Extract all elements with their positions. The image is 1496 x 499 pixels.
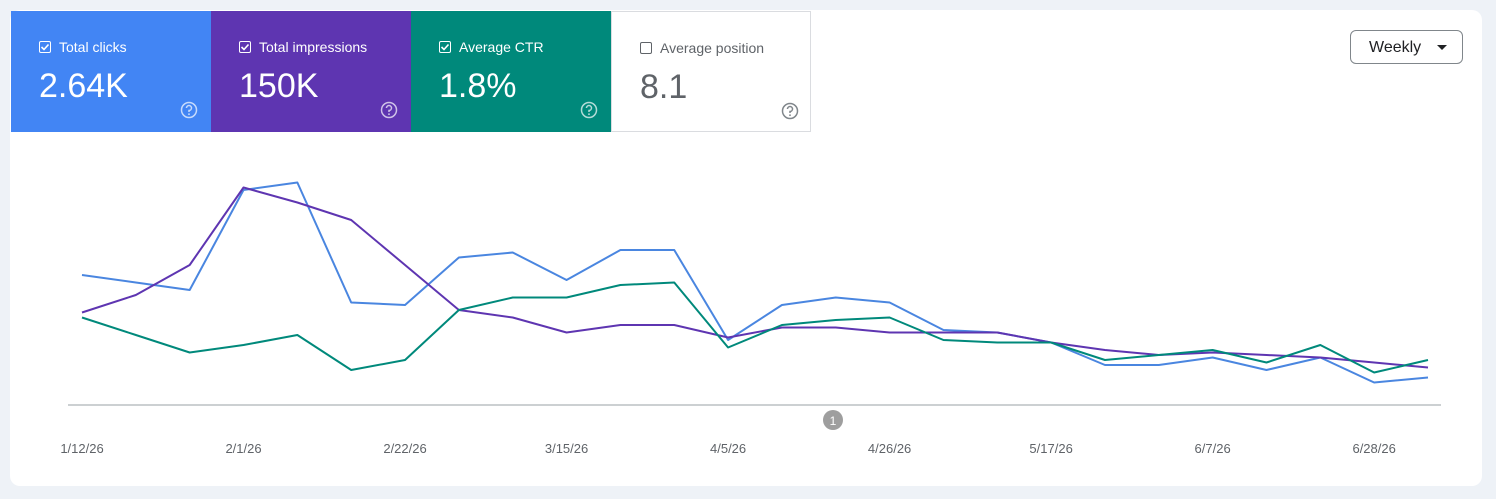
series-line xyxy=(81,181,1429,384)
checkbox[interactable] xyxy=(439,41,451,53)
checkmark xyxy=(240,43,250,51)
metric-label: Total impressions xyxy=(259,39,368,55)
help-glyph xyxy=(380,101,398,119)
metric-value: 8.1 xyxy=(640,68,688,106)
metric-label: Average position xyxy=(660,40,765,56)
x-tick-label: 3/15/26 xyxy=(545,441,588,456)
metric-value: 2.64K xyxy=(39,67,128,105)
checkbox[interactable] xyxy=(239,41,251,53)
period-label[interactable]: Weekly xyxy=(1369,39,1422,56)
metric-label: Total clicks xyxy=(59,39,127,55)
help-icon[interactable] xyxy=(180,101,198,124)
metric-value: 1.8% xyxy=(439,67,517,105)
help-glyph xyxy=(781,102,799,120)
checkmark xyxy=(440,43,450,51)
metric-card[interactable]: Average CTR 1.8% xyxy=(411,11,611,132)
x-tick-label: 2/1/26 xyxy=(225,441,261,456)
checkbox[interactable] xyxy=(640,42,652,54)
checkbox[interactable] xyxy=(39,41,51,53)
metric-card[interactable]: Total clicks 2.64K xyxy=(11,11,211,132)
metric-card[interactable]: Average position 8.1 xyxy=(611,11,811,132)
period-dropdown[interactable]: Weekly xyxy=(1350,30,1463,64)
x-tick-label: 2/22/26 xyxy=(383,441,426,456)
metric-value: 150K xyxy=(239,67,319,105)
series-line xyxy=(81,281,1429,374)
metric-card[interactable]: Total impressions 150K xyxy=(211,11,411,132)
metric-label: Average CTR xyxy=(459,39,544,55)
x-tick-label: 1/12/26 xyxy=(60,441,103,456)
help-icon[interactable] xyxy=(380,101,398,124)
x-tick-label: 5/17/26 xyxy=(1029,441,1072,456)
help-icon[interactable] xyxy=(781,102,799,125)
x-tick-label: 4/26/26 xyxy=(868,441,911,456)
dropdown-arrow xyxy=(1437,45,1447,50)
x-tick-label: 6/28/26 xyxy=(1352,441,1395,456)
x-tick-label: 6/7/26 xyxy=(1195,441,1231,456)
help-icon[interactable] xyxy=(580,101,598,124)
checkmark xyxy=(40,43,50,51)
annotation-marker[interactable] xyxy=(823,410,843,430)
series-line xyxy=(81,186,1429,369)
help-glyph xyxy=(180,101,198,119)
x-tick-label: 4/5/26 xyxy=(710,441,746,456)
annotation-label[interactable]: 1 xyxy=(830,414,837,428)
help-glyph xyxy=(580,101,598,119)
